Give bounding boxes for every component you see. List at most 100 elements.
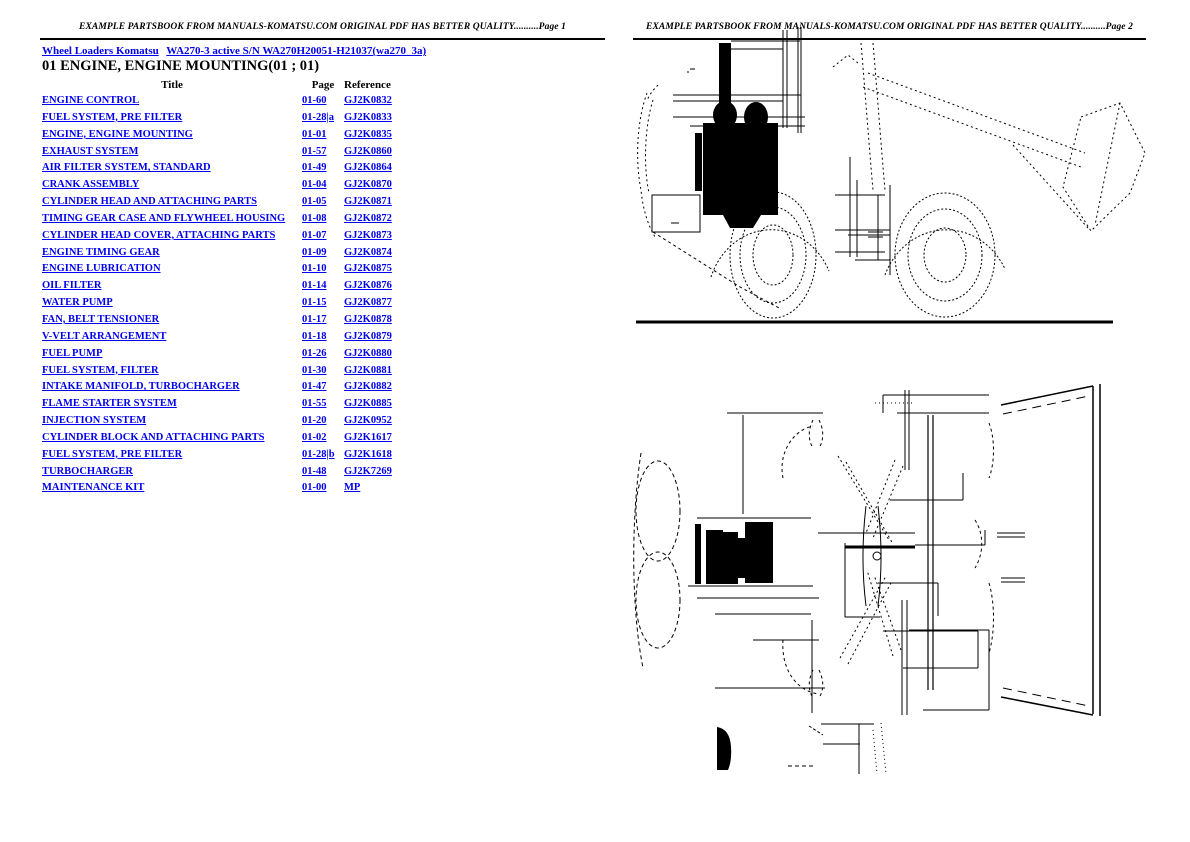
- page2-header: EXAMPLE PARTSBOOK FROM MANUALS-KOMATSU.C…: [633, 22, 1146, 40]
- toc-title-link[interactable]: FUEL SYSTEM, PRE FILTER: [42, 448, 183, 460]
- toc-page-link[interactable]: 01-26: [302, 347, 327, 359]
- toc-reference-link[interactable]: GJ2K0873: [344, 229, 392, 241]
- toc-page-link[interactable]: 01-28|a: [302, 111, 335, 123]
- side-view-drawing: [636, 27, 1146, 324]
- toc-page-link[interactable]: 01-48: [302, 465, 327, 477]
- toc-page-link[interactable]: 01-04: [302, 179, 327, 191]
- toc-reference-link[interactable]: GJ2K7269: [344, 465, 392, 477]
- toc-reference-link[interactable]: GJ2K0885: [344, 398, 392, 410]
- toc-title-link[interactable]: ENGINE, ENGINE MOUNTING: [42, 128, 193, 140]
- table-row: ENGINE TIMING GEAR 01-09 GJ2K0874: [42, 247, 400, 264]
- toc-reference-link[interactable]: GJ2K0872: [344, 212, 392, 224]
- toc-title-link[interactable]: ENGINE LUBRICATION: [42, 263, 161, 275]
- toc-header-title: Title: [161, 79, 183, 91]
- toc-title-link[interactable]: ENGINE CONTROL: [42, 95, 140, 106]
- toc-reference-link[interactable]: GJ2K0871: [344, 196, 392, 208]
- toc-reference-link[interactable]: GJ2K0877: [344, 297, 392, 309]
- toc-header-reference: Reference: [344, 79, 391, 91]
- toc-title-link[interactable]: V-VELT ARRANGEMENT: [42, 330, 167, 342]
- toc-title-link[interactable]: CRANK ASSEMBLY: [42, 179, 140, 191]
- toc-header-page: Page: [311, 79, 335, 91]
- toc-title-link[interactable]: FUEL SYSTEM, PRE FILTER: [42, 111, 183, 123]
- toc-page-link[interactable]: 01-10: [302, 263, 327, 275]
- toc-page-link[interactable]: 01-09: [302, 246, 327, 258]
- toc-title-link[interactable]: CYLINDER HEAD AND ATTACHING PARTS: [42, 196, 257, 208]
- toc-title-link[interactable]: CYLINDER HEAD COVER, ATTACHING PARTS: [42, 229, 276, 241]
- toc-title-link[interactable]: FAN, BELT TENSIONER: [42, 313, 160, 325]
- table-row: CYLINDER HEAD AND ATTACHING PARTS 01-05 …: [42, 196, 400, 213]
- toc-title-link[interactable]: INTAKE MANIFOLD, TURBOCHARGER: [42, 381, 240, 393]
- wheel-loader-side-view-figure: [633, 25, 1148, 325]
- bottom-fragment: [717, 722, 887, 775]
- table-row: CYLINDER HEAD COVER, ATTACHING PARTS 01-…: [42, 230, 400, 247]
- section-title: 01 ENGINE, ENGINE MOUNTING(01 ; 01): [42, 58, 320, 74]
- toc-reference-link[interactable]: GJ2K0875: [344, 263, 392, 275]
- table-row: MAINTENANCE KIT 01-00 MP: [42, 482, 400, 499]
- toc-page-link[interactable]: 01-60: [302, 95, 327, 106]
- table-row: FAN, BELT TENSIONER 01-17 GJ2K0878: [42, 314, 400, 331]
- toc-title-link[interactable]: CYLINDER BLOCK AND ATTACHING PARTS: [42, 431, 265, 443]
- toc-title-link[interactable]: WATER PUMP: [42, 297, 113, 309]
- table-row: FUEL SYSTEM, PRE FILTER 01-28|b GJ2K1618: [42, 449, 400, 466]
- table-row: CYLINDER BLOCK AND ATTACHING PARTS 01-02…: [42, 432, 400, 449]
- toc-page-link[interactable]: 01-07: [302, 229, 327, 241]
- toc-page-link[interactable]: 01-20: [302, 415, 327, 427]
- toc-title-link[interactable]: MAINTENANCE KIT: [42, 482, 145, 494]
- table-row: EXHAUST SYSTEM 01-57 GJ2K0860: [42, 146, 400, 163]
- toc-reference-link[interactable]: GJ2K0882: [344, 381, 392, 393]
- toc-page-link[interactable]: 01-01: [302, 128, 327, 140]
- breadcrumb-model-link[interactable]: WA270-3 active S/N WA270H20051-H21037(wa…: [166, 45, 427, 57]
- table-row: V-VELT ARRANGEMENT 01-18 GJ2K0879: [42, 331, 400, 348]
- toc-reference-link[interactable]: GJ2K0870: [344, 179, 392, 191]
- toc-title-link[interactable]: TURBOCHARGER: [42, 465, 134, 477]
- toc-reference-link[interactable]: GJ2K0878: [344, 313, 392, 325]
- toc-page-link[interactable]: 01-17: [302, 313, 327, 325]
- table-row: OIL FILTER 01-14 GJ2K0876: [42, 280, 400, 297]
- toc-title-link[interactable]: FUEL SYSTEM, FILTER: [42, 364, 159, 376]
- toc-reference-link[interactable]: GJ2K0952: [344, 415, 392, 427]
- toc-reference-link[interactable]: GJ2K1618: [344, 448, 392, 460]
- table-row: FUEL SYSTEM, PRE FILTER 01-28|a GJ2K0833: [42, 112, 400, 129]
- toc-page-link[interactable]: 01-47: [302, 381, 327, 393]
- toc-page-link[interactable]: 01-08: [302, 212, 327, 224]
- engine-silhouette: [695, 43, 778, 228]
- toc-reference-link[interactable]: GJ2K0864: [344, 162, 392, 174]
- table-row: FUEL PUMP 01-26 GJ2K0880: [42, 348, 400, 365]
- toc-reference-link[interactable]: MP: [344, 482, 361, 494]
- toc-page-link[interactable]: 01-14: [302, 280, 327, 292]
- toc-reference-link[interactable]: GJ2K0832: [344, 95, 392, 106]
- toc-page-link[interactable]: 01-28|b: [302, 448, 335, 460]
- toc-reference-link[interactable]: GJ2K0876: [344, 280, 392, 292]
- toc-title-link[interactable]: FUEL PUMP: [42, 347, 103, 359]
- toc-reference-link[interactable]: GJ2K0881: [344, 364, 392, 376]
- toc-title-link[interactable]: INJECTION SYSTEM: [42, 415, 147, 427]
- table-row: INJECTION SYSTEM 01-20 GJ2K0952: [42, 415, 400, 432]
- toc-page-link[interactable]: 01-18: [302, 330, 327, 342]
- toc-reference-link[interactable]: GJ2K0860: [344, 145, 392, 157]
- breadcrumb-category-link[interactable]: Wheel Loaders Komatsu: [42, 45, 159, 57]
- toc-reference-link[interactable]: GJ2K0880: [344, 347, 392, 359]
- engine-block-silhouette: [695, 522, 773, 584]
- table-row: FLAME STARTER SYSTEM 01-55 GJ2K0885: [42, 398, 400, 415]
- toc-page-link[interactable]: 01-02: [302, 431, 327, 443]
- toc-title-link[interactable]: EXHAUST SYSTEM: [42, 145, 139, 157]
- toc-reference-link[interactable]: GJ2K0833: [344, 111, 392, 123]
- toc-page-link[interactable]: 01-05: [302, 196, 327, 208]
- toc-page-link[interactable]: 01-15: [302, 297, 327, 309]
- toc-page-link[interactable]: 01-55: [302, 398, 327, 410]
- toc-reference-link[interactable]: GJ2K1617: [344, 431, 392, 443]
- toc-reference-link[interactable]: GJ2K0874: [344, 246, 392, 258]
- toc-title-link[interactable]: AIR FILTER SYSTEM, STANDARD: [42, 162, 211, 174]
- toc-reference-link[interactable]: GJ2K0835: [344, 128, 392, 140]
- wheel-loader-top-view-figure: [633, 378, 1148, 778]
- toc-page-link[interactable]: 01-57: [302, 145, 327, 157]
- toc-title-link[interactable]: FLAME STARTER SYSTEM: [42, 398, 177, 410]
- toc-title-link[interactable]: ENGINE TIMING GEAR: [42, 246, 160, 258]
- toc-page-link[interactable]: 01-00: [302, 482, 327, 494]
- toc-reference-link[interactable]: GJ2K0879: [344, 330, 392, 342]
- toc-page-link[interactable]: 01-30: [302, 364, 327, 376]
- table-row: TURBOCHARGER 01-48 GJ2K7269: [42, 466, 400, 483]
- toc-title-link[interactable]: TIMING GEAR CASE AND FLYWHEEL HOUSING: [42, 212, 286, 224]
- toc-title-link[interactable]: OIL FILTER: [42, 280, 102, 292]
- toc-page-link[interactable]: 01-49: [302, 162, 327, 174]
